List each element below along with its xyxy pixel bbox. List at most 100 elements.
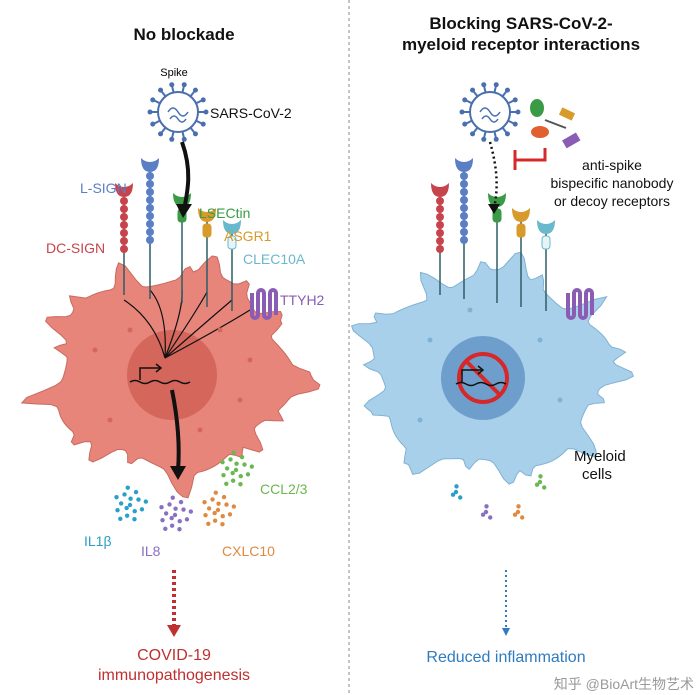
cytokine-dot bbox=[212, 510, 217, 516]
spike-tip bbox=[181, 82, 187, 88]
receptor-domain bbox=[120, 213, 128, 221]
receptor-domain bbox=[146, 212, 154, 220]
blocked-binding-arrow bbox=[488, 141, 498, 209]
receptor-domain bbox=[436, 237, 444, 245]
receptor-domain bbox=[436, 205, 444, 213]
receptor-domain bbox=[146, 196, 154, 204]
cytokine-dot bbox=[480, 512, 486, 517]
cytokine-dot bbox=[224, 502, 229, 507]
cytokine-dot bbox=[170, 495, 175, 500]
cytokine-dot bbox=[124, 505, 129, 511]
receptor-domain bbox=[120, 221, 128, 229]
cytokine-dot bbox=[202, 499, 207, 505]
spike-label: Spike bbox=[160, 67, 188, 79]
spike-tip bbox=[470, 87, 476, 93]
cytokine-dot bbox=[127, 502, 133, 508]
cytokine-release-arrow bbox=[170, 389, 181, 471]
cytokine-dot bbox=[221, 472, 226, 478]
left-title: No blockade bbox=[133, 25, 234, 44]
ttyh2-transmembrane-icon bbox=[566, 288, 594, 320]
outcome-right: Reduced inflammation bbox=[426, 649, 585, 666]
receptor-domain bbox=[460, 196, 468, 204]
receptor-domain bbox=[436, 229, 444, 237]
virus-rna bbox=[479, 107, 501, 123]
inhibition-icon bbox=[513, 148, 547, 170]
receptor-domain bbox=[146, 188, 154, 196]
cytokine-dot bbox=[143, 499, 149, 504]
cytokine-dot bbox=[181, 507, 186, 512]
receptor-domain bbox=[120, 205, 128, 213]
blocker-label-line2: bispecific nanobody bbox=[551, 175, 674, 191]
receptor-domain bbox=[460, 188, 468, 196]
cytokine-dot bbox=[173, 506, 178, 511]
vesicle bbox=[427, 337, 433, 343]
cytokine-dot bbox=[212, 518, 218, 523]
cell-label-line2: cells bbox=[582, 466, 612, 483]
cytokine-dot bbox=[203, 512, 208, 518]
cytokine-dot bbox=[220, 513, 225, 519]
receptor-domain bbox=[460, 212, 468, 220]
label-il1b: IL1β bbox=[84, 533, 112, 549]
cytokine-dot bbox=[206, 521, 211, 526]
cytokine-dot bbox=[169, 515, 174, 521]
receptor-dc-sign-head bbox=[115, 183, 133, 197]
cytokine-dot bbox=[249, 464, 255, 469]
cytokine-dot bbox=[224, 466, 230, 471]
receptor-l-sign-head bbox=[455, 158, 473, 172]
cytokine-dot bbox=[512, 512, 518, 517]
receptor-domain bbox=[460, 180, 468, 188]
cytokine-dot bbox=[172, 512, 178, 518]
vesicle bbox=[217, 327, 223, 333]
outcome-left-line2: immunopathogenesis bbox=[98, 667, 250, 684]
signaling-lines bbox=[123, 289, 251, 359]
cytokine-dot bbox=[233, 467, 239, 473]
receptor-domain bbox=[146, 220, 154, 228]
vesicle bbox=[197, 427, 203, 433]
cytokine-dot bbox=[488, 515, 493, 520]
spike-tip bbox=[512, 97, 518, 103]
label-lsectin: LSECtin bbox=[199, 205, 250, 221]
cytokine-dot bbox=[516, 504, 521, 509]
spike-tip bbox=[200, 97, 206, 103]
spike-tip bbox=[504, 131, 510, 137]
receptor-domain bbox=[436, 197, 444, 205]
label-l-sign: L-SIGN bbox=[80, 180, 127, 196]
cytokine-dot bbox=[133, 489, 139, 495]
cytokine-dot bbox=[238, 473, 243, 479]
cytokine-dot bbox=[163, 526, 168, 531]
cytokine-dot bbox=[184, 517, 190, 522]
vesicle bbox=[557, 397, 563, 403]
gene-promoter-icon-right bbox=[455, 365, 507, 387]
receptor-domain bbox=[460, 228, 468, 236]
receptor-domain bbox=[120, 237, 128, 245]
blocker-label-line3: or decoy receptors bbox=[554, 193, 670, 209]
vesicle bbox=[247, 357, 253, 363]
gene-promoter-icon-left bbox=[129, 363, 191, 385]
receptor-domain bbox=[541, 235, 551, 250]
receptor-asgr1-head bbox=[198, 208, 216, 222]
vesicle bbox=[127, 327, 133, 333]
spike-tip bbox=[459, 109, 465, 115]
cytokine-dot bbox=[210, 497, 215, 502]
spike-tip bbox=[150, 97, 156, 103]
receptors-left bbox=[115, 158, 278, 320]
receptor-domain bbox=[202, 223, 212, 238]
cytokine-dot bbox=[234, 461, 239, 466]
receptors-right bbox=[431, 158, 594, 320]
label-cxlc10: CXLC10 bbox=[222, 543, 275, 559]
cytokine-dot bbox=[213, 490, 218, 495]
label-il8: IL8 bbox=[141, 543, 161, 559]
cytokine-dot bbox=[231, 504, 237, 509]
receptor-domain bbox=[146, 172, 154, 180]
vesicle bbox=[537, 337, 543, 343]
cytokine-dot bbox=[132, 517, 137, 522]
cytokine-dot bbox=[188, 509, 194, 514]
cytokine-dot bbox=[231, 450, 236, 455]
cytokine-dot bbox=[537, 479, 543, 485]
ttyh2-transmembrane-icon bbox=[250, 288, 278, 320]
receptor-domain bbox=[146, 236, 154, 244]
cytokine-dot bbox=[178, 499, 184, 505]
receptor-l-sign-head bbox=[141, 158, 159, 172]
cytokine-dot bbox=[239, 454, 245, 460]
receptor-domain bbox=[146, 228, 154, 236]
